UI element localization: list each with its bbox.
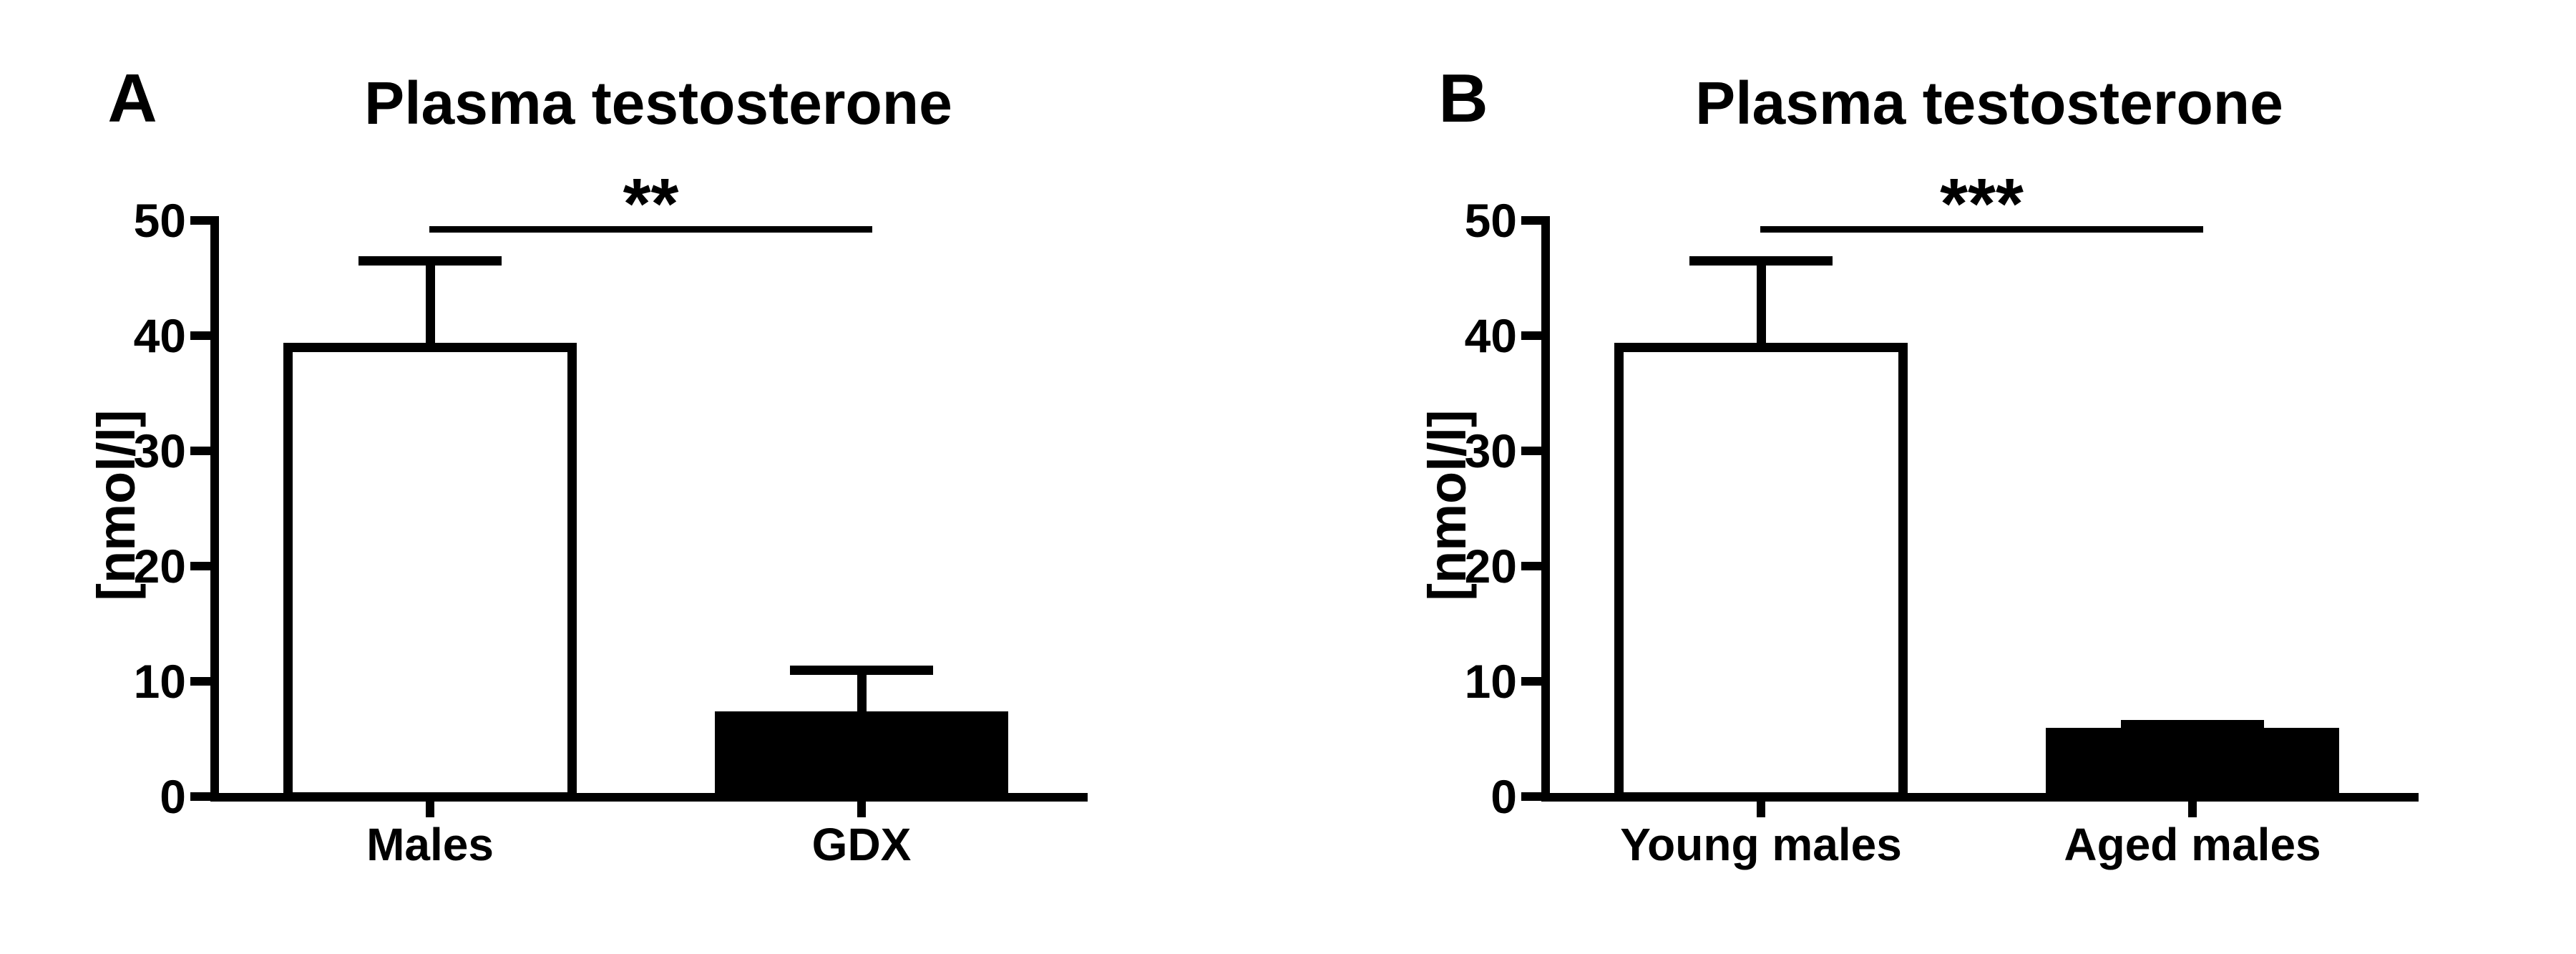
- y-tick-label: 50: [133, 194, 186, 247]
- error-bar-stem: [857, 670, 867, 716]
- y-tick-label: 30: [1464, 424, 1517, 477]
- y-tick-label: 30: [133, 424, 186, 477]
- error-bar-cap: [790, 665, 933, 675]
- y-axis-tick: [1521, 331, 1541, 340]
- x-category-label-males: Males: [366, 819, 494, 870]
- bar-males: [283, 343, 577, 802]
- x-axis-tick: [2188, 793, 2197, 817]
- x-axis-tick: [857, 793, 866, 817]
- y-tick-label: 50: [1464, 194, 1517, 247]
- significance-line: [1760, 226, 2203, 233]
- bar-gdx: [715, 711, 1008, 802]
- x-category-label-aged-males: Aged males: [2064, 819, 2321, 870]
- chart-title-b: Plasma testosterone: [1695, 69, 2283, 137]
- y-axis-tick: [190, 677, 210, 686]
- bar-young-males: [1614, 343, 1908, 802]
- panel-label-a: A: [107, 60, 157, 137]
- y-tick-label: 20: [1464, 540, 1517, 593]
- y-tick-label: 20: [133, 540, 186, 593]
- x-category-label-young-males: Young males: [1620, 819, 1902, 870]
- panel-label-b: B: [1438, 60, 1488, 137]
- y-tick-label: 0: [160, 770, 186, 823]
- error-bar-stem: [425, 261, 435, 347]
- y-tick-label: 40: [133, 309, 186, 362]
- error-bar-stem: [1756, 261, 1766, 347]
- bar-aged-males: [2046, 728, 2339, 802]
- chart-title-a: Plasma testosterone: [364, 69, 952, 137]
- error-bar-cap: [358, 255, 502, 266]
- y-tick-label: 0: [1491, 770, 1517, 823]
- x-axis-tick: [426, 793, 434, 817]
- y-axis-tick: [190, 562, 210, 570]
- y-axis-line: [210, 216, 219, 802]
- x-axis-tick: [1757, 793, 1765, 817]
- y-axis-tick: [190, 331, 210, 340]
- error-bar-cap: [1689, 255, 1833, 266]
- y-axis-tick: [1521, 447, 1541, 455]
- y-axis-tick: [1521, 216, 1541, 225]
- y-axis-tick: [1521, 562, 1541, 570]
- error-bar-cap: [2121, 719, 2264, 729]
- y-tick-label: 40: [1464, 309, 1517, 362]
- y-axis-tick: [1521, 677, 1541, 686]
- y-axis-line: [1541, 216, 1550, 802]
- y-axis-tick: [190, 792, 210, 801]
- y-axis-tick: [190, 216, 210, 225]
- x-category-label-gdx: GDX: [811, 819, 912, 870]
- y-tick-label: 10: [1464, 655, 1517, 708]
- y-axis-tick: [190, 447, 210, 455]
- y-tick-label: 10: [133, 655, 186, 708]
- significance-line: [429, 226, 872, 233]
- y-axis-tick: [1521, 792, 1541, 801]
